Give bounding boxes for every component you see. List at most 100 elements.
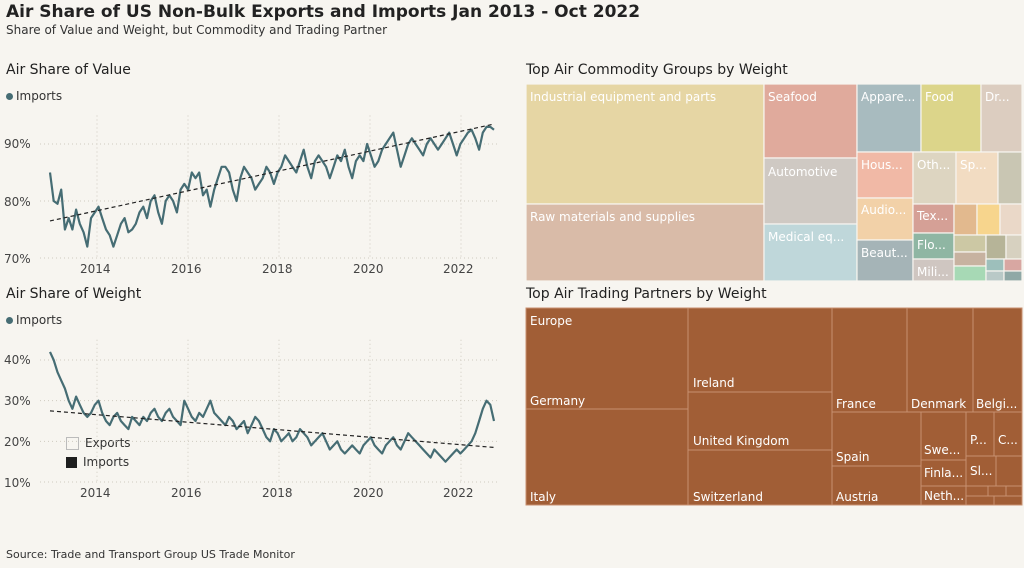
- treemap-cell[interactable]: [965, 485, 989, 497]
- y-tick-label: 20%: [4, 435, 31, 449]
- treemap-cell[interactable]: [856, 83, 922, 153]
- treemap-label: Raw materials and supplies: [530, 210, 695, 224]
- treemap-label: Belgi...: [976, 397, 1017, 411]
- treemap-cell[interactable]: [763, 83, 858, 159]
- treemap-cell[interactable]: [687, 391, 833, 451]
- treemap-label: Spain: [836, 450, 870, 464]
- treemap-cell[interactable]: [920, 459, 967, 487]
- treemap-cell[interactable]: [953, 251, 987, 267]
- treemap-label: United Kingdom: [693, 434, 789, 448]
- treemap-cell[interactable]: [912, 151, 957, 205]
- x-tick-label: 2020: [353, 486, 384, 500]
- treemap-label: Appare...: [861, 90, 915, 104]
- treemap-cell[interactable]: [525, 203, 765, 282]
- value-trend-line: [49, 123, 495, 222]
- partner-treemap-title: Top Air Trading Partners by Weight: [526, 286, 767, 302]
- x-tick-label: 2016: [171, 262, 202, 276]
- y-tick-label: 10%: [4, 476, 31, 490]
- x-tick-label: 2018: [262, 262, 293, 276]
- treemap-cell[interactable]: [525, 307, 689, 410]
- y-tick-label: 70%: [4, 252, 31, 266]
- x-tick-label: 2014: [80, 262, 111, 276]
- weight-line-chart: 40% 30% 20% 10% 2014 2016 2018 2020 2022: [4, 339, 500, 500]
- treemap-cell[interactable]: [856, 197, 914, 241]
- treemap-cell[interactable]: [906, 307, 974, 413]
- page-subtitle: Share of Value and Weight, but Commodity…: [6, 23, 388, 37]
- treemap-cell[interactable]: [993, 411, 1023, 457]
- treemap-label: Germany: [530, 394, 585, 408]
- treemap-cell[interactable]: [1005, 485, 1023, 497]
- treemap-cell[interactable]: [965, 411, 995, 457]
- treemap-label: Sp...: [960, 158, 987, 172]
- treemap-cell[interactable]: [995, 455, 1023, 487]
- treemap-label: Automotive: [768, 165, 837, 179]
- exports-swatch-icon: [66, 437, 79, 450]
- treemap-cell[interactable]: [763, 223, 858, 282]
- treemap-label: Finla...: [924, 466, 963, 480]
- treemap-label: Oth...: [917, 158, 950, 172]
- treemap-cell[interactable]: [985, 234, 1007, 260]
- treemap-label: Industrial equipment and parts: [530, 90, 716, 104]
- value-legend[interactable]: Imports: [6, 89, 62, 103]
- treemap-label: Mili...: [917, 265, 949, 279]
- treemap-cell[interactable]: [1005, 234, 1023, 260]
- x-tick-label: 2022: [443, 486, 474, 500]
- treemap-cell[interactable]: [831, 465, 922, 506]
- treemap-cell[interactable]: [997, 151, 1023, 205]
- treemap-cell[interactable]: [953, 203, 978, 236]
- treemap-label: Beaut...: [861, 246, 908, 260]
- partner-treemap: [525, 307, 1023, 506]
- treemap-cell[interactable]: [953, 234, 987, 253]
- treemap-cell[interactable]: [993, 495, 1023, 506]
- treemap-cell[interactable]: [985, 258, 1005, 272]
- commodity-treemap: [525, 83, 1023, 282]
- treemap-cell[interactable]: [525, 83, 765, 205]
- value-imports-series: [48, 125, 495, 248]
- treemap-cell[interactable]: [985, 270, 1005, 282]
- treemap-cell[interactable]: [953, 265, 987, 282]
- treemap-cell[interactable]: [920, 83, 982, 153]
- treemap-label: Europe: [530, 314, 572, 328]
- treemap-label: Hous...: [861, 158, 903, 172]
- y-tick-label: 90%: [4, 137, 31, 151]
- legend-exports[interactable]: Exports: [66, 436, 131, 450]
- treemap-cell[interactable]: [525, 408, 689, 506]
- treemap-label: Switzerland: [693, 490, 763, 504]
- treemap-cell[interactable]: [976, 203, 1001, 236]
- legend-imports[interactable]: Imports: [66, 455, 129, 469]
- x-tick-label: 2016: [171, 486, 202, 500]
- treemap-label: Dr...: [985, 90, 1010, 104]
- treemap-label: C...: [998, 433, 1018, 447]
- treemap-cell[interactable]: [965, 495, 995, 506]
- source-note: Source: Trade and Transport Group US Tra…: [6, 548, 295, 561]
- treemap-cell[interactable]: [987, 485, 1007, 497]
- treemap-label: Austria: [836, 490, 878, 504]
- treemap-label: Flo...: [917, 238, 946, 252]
- treemap-label: Denmark: [911, 397, 966, 411]
- treemap-cell[interactable]: [1003, 270, 1023, 282]
- treemap-label: Food: [925, 90, 954, 104]
- commodity-treemap-title: Top Air Commodity Groups by Weight: [526, 62, 788, 78]
- treemap-label: Seafood: [768, 90, 817, 104]
- treemap-cell[interactable]: [687, 307, 833, 393]
- treemap-label: Italy: [530, 490, 556, 504]
- x-tick-label: 2020: [353, 262, 384, 276]
- treemap-cell[interactable]: [856, 151, 914, 199]
- treemap-cell[interactable]: [912, 232, 955, 260]
- x-tick-label: 2014: [80, 486, 111, 500]
- treemap-label: Audio...: [861, 203, 906, 217]
- weight-legend[interactable]: Imports: [6, 313, 62, 327]
- weight-chart-title: Air Share of Weight: [6, 286, 142, 302]
- treemap-cell[interactable]: [763, 157, 858, 225]
- treemap-label: Ireland: [693, 376, 735, 390]
- imports-swatch-icon: [66, 457, 77, 468]
- treemap-label: Neth...: [924, 489, 964, 503]
- treemap-label: Tex...: [916, 209, 948, 223]
- treemap-cell[interactable]: [999, 203, 1023, 236]
- value-chart-title: Air Share of Value: [6, 62, 131, 78]
- commodity-treemap-labels: Industrial equipment and parts Raw mater…: [530, 90, 1010, 279]
- treemap-label: P...: [970, 433, 987, 447]
- treemap-cell[interactable]: [1003, 258, 1023, 272]
- treemap-cell[interactable]: [856, 239, 914, 282]
